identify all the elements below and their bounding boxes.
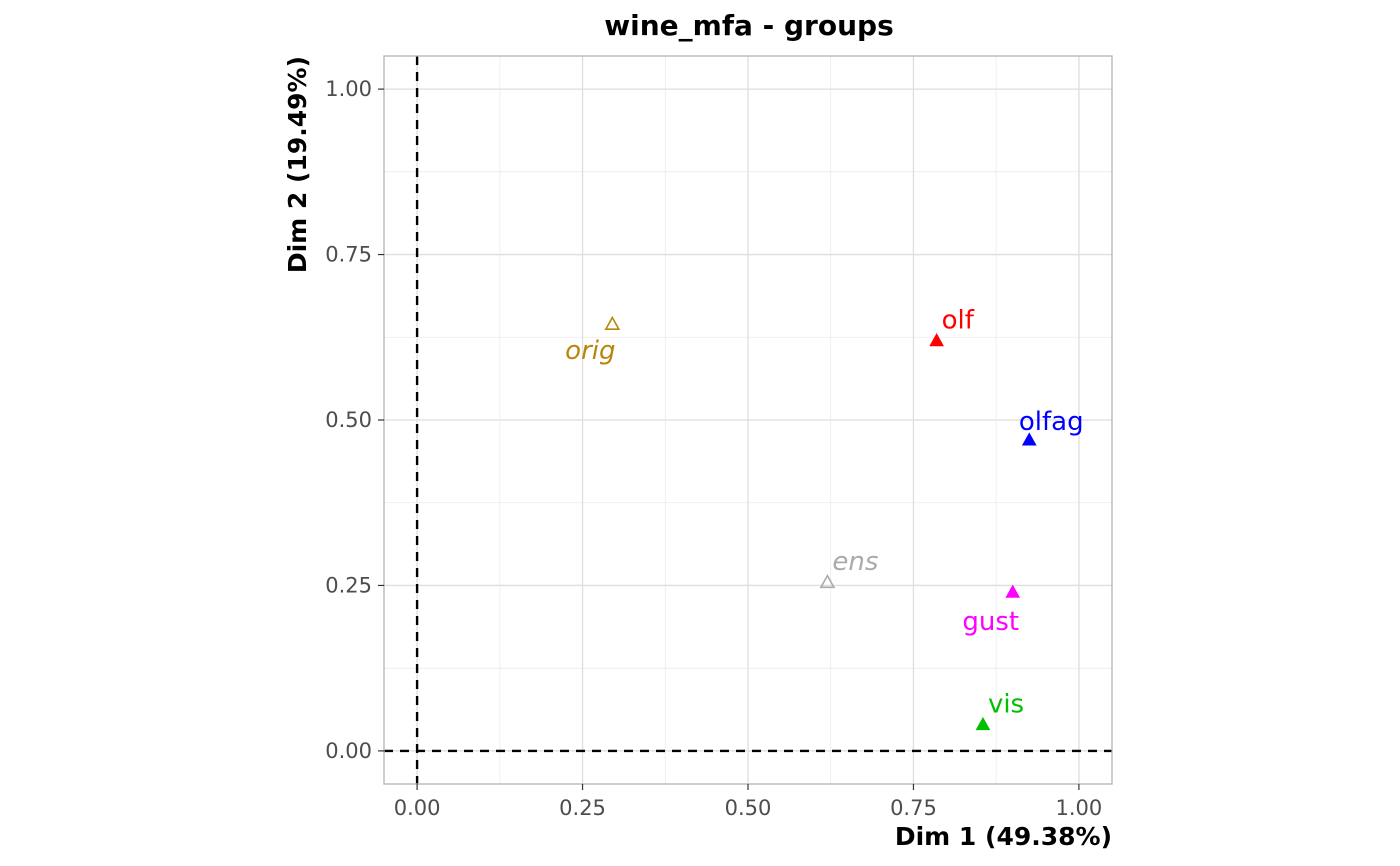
point-label: olf bbox=[942, 306, 975, 336]
x-axis-title: Dim 1 (49.38%) bbox=[895, 822, 1112, 851]
point-label: vis bbox=[988, 689, 1024, 719]
y-axis-ticks: 0.00 0.25 0.50 0.75 1.00 bbox=[325, 77, 384, 763]
point-label: gust bbox=[962, 607, 1019, 637]
grid-lines bbox=[384, 56, 1112, 784]
x-tick-label: 0.25 bbox=[559, 796, 606, 820]
point-label: orig bbox=[565, 336, 615, 366]
point-marker bbox=[819, 573, 836, 589]
point-marker bbox=[929, 333, 944, 347]
data-points: olf olfag gust vis orig ens bbox=[565, 306, 1084, 731]
point-marker bbox=[604, 315, 621, 331]
point-marker bbox=[975, 716, 991, 731]
y-tick-label: 0.75 bbox=[325, 243, 372, 267]
y-tick-label: 0.00 bbox=[325, 739, 372, 763]
point-label: ens bbox=[832, 547, 878, 577]
y-tick-label: 0.50 bbox=[325, 408, 372, 432]
y-axis-title: Dim 2 (19.49%) bbox=[283, 56, 312, 273]
point-marker bbox=[1021, 432, 1037, 446]
chart-title: wine_mfa - groups bbox=[604, 9, 894, 42]
point-label: olfag bbox=[1019, 407, 1084, 437]
y-tick-label: 1.00 bbox=[325, 77, 372, 101]
x-axis-ticks: 0.00 0.25 0.50 0.75 1.00 bbox=[394, 784, 1103, 820]
x-tick-label: 0.50 bbox=[725, 796, 772, 820]
point-marker bbox=[1005, 584, 1021, 598]
y-tick-label: 0.25 bbox=[325, 573, 372, 597]
x-tick-label: 0.00 bbox=[394, 796, 441, 820]
x-tick-label: 1.00 bbox=[1056, 796, 1103, 820]
x-tick-label: 0.75 bbox=[890, 796, 937, 820]
